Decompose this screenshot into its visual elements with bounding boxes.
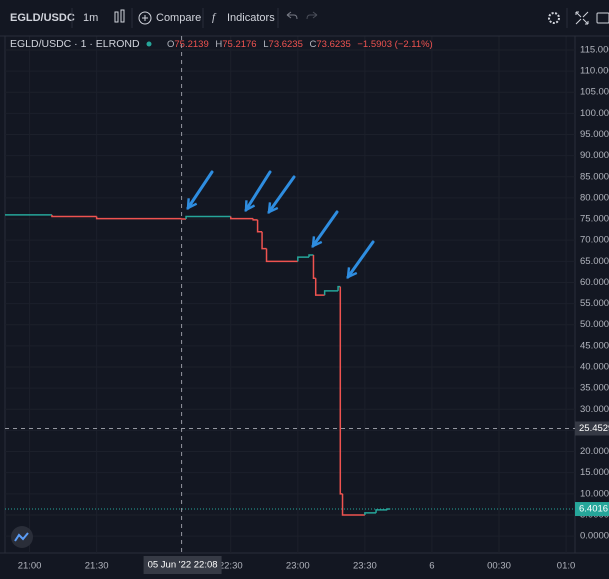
- ohlc-value: 73.6235: [269, 39, 303, 50]
- price-step: [314, 278, 325, 296]
- ohlc-key: C: [310, 39, 317, 50]
- annotation-arrows: [186, 170, 375, 279]
- compare-button[interactable]: Compare: [156, 12, 201, 24]
- price-step: [297, 256, 309, 262]
- arrow: [346, 240, 375, 279]
- last-price-badge: [575, 502, 609, 517]
- x-tick-label: 23:00: [286, 561, 310, 572]
- ohlc-legend: O75.2139 H75.2176 L73.6235 C73.6235 −1.5…: [167, 39, 433, 50]
- fullscreen-button[interactable]: [575, 11, 589, 25]
- y-tick-label: 80.0000: [580, 192, 609, 203]
- ohlc-key: L: [263, 39, 268, 50]
- y-tick-label: 45.0000: [580, 340, 609, 351]
- price-step: [256, 219, 263, 233]
- arrow: [311, 210, 339, 248]
- last-price-label: 6.4016: [579, 504, 608, 515]
- y-tick-label: 60.0000: [580, 277, 609, 288]
- crosshair-time-label: 05 Jun '22 22:08: [148, 560, 218, 571]
- chart-style-button[interactable]: [114, 9, 125, 23]
- snapshot-button[interactable]: [596, 12, 609, 24]
- indicators-icon: f: [212, 12, 217, 24]
- y-tick-label: 0.0000: [580, 531, 609, 542]
- x-tick-label: 00:30: [487, 561, 511, 572]
- price-step: [230, 216, 254, 220]
- price-step: [375, 509, 388, 513]
- price-step: [323, 290, 339, 296]
- price-step: [252, 218, 258, 221]
- y-tick-label: 10.0000: [580, 488, 609, 499]
- y-tick-label: 40.0000: [580, 362, 609, 373]
- price-step: [337, 285, 341, 291]
- y-tick-label: 90.0000: [580, 150, 609, 161]
- y-tick-label: 20.0000: [580, 446, 609, 457]
- price-step: [261, 231, 267, 250]
- interval-button[interactable]: 1m: [83, 12, 98, 24]
- overlay: 6.4016 25.4529 05 Jun '22 22:08: [5, 36, 609, 574]
- undo-button[interactable]: [286, 11, 298, 20]
- y-tick-label: 105.0000: [580, 87, 609, 98]
- arrow: [267, 175, 296, 214]
- crosshair-time-badge: [143, 556, 222, 574]
- x-tick-label: 23:30: [353, 561, 377, 572]
- price-step: [341, 493, 365, 516]
- price-step: [364, 512, 377, 515]
- crosshair-price-badge: [575, 421, 609, 436]
- compare-icon: [142, 15, 148, 21]
- y-tick-label: 55.0000: [580, 298, 609, 309]
- logo-icon: [14, 532, 29, 542]
- y-tick-label: 15.0000: [580, 467, 609, 478]
- compare-icon[interactable]: [138, 11, 152, 25]
- ohlc-key: O: [167, 39, 174, 50]
- y-tick-label: 35.0000: [580, 383, 609, 394]
- y-tick-label: 30.0000: [580, 404, 609, 415]
- x-tick-label: 01:0: [557, 561, 576, 572]
- arrow: [244, 170, 272, 213]
- price-change: −1.5903 (−2.11%): [357, 39, 432, 50]
- y-tick-label: 110.0000: [580, 66, 609, 77]
- toolbar: [0, 0, 609, 36]
- y-tick-label: 75.0000: [580, 214, 609, 225]
- market-status: [146, 41, 152, 47]
- price-step: [95, 216, 182, 220]
- indicators-button[interactable]: Indicators: [227, 12, 275, 24]
- x-tick-label: 6: [429, 561, 434, 572]
- price-step: [265, 248, 298, 263]
- grid: 0.00005.000010.000015.000020.000025.0000…: [0, 36, 609, 572]
- y-tick-label: 85.0000: [580, 171, 609, 182]
- y-tick-label: 95.0000: [580, 129, 609, 140]
- ohlc-value: 73.6235: [316, 39, 350, 50]
- price-step: [185, 215, 231, 220]
- x-tick-label: 21:30: [85, 561, 109, 572]
- symbol-button[interactable]: EGLD/USDC: [10, 12, 75, 24]
- x-tick-label: 21:00: [18, 561, 42, 572]
- x-tick-label: 22:30: [219, 561, 243, 572]
- y-tick-label: 50.0000: [580, 319, 609, 330]
- price-step: [51, 214, 97, 218]
- y-tick-label: 115.0000: [580, 44, 609, 55]
- plot: [5, 214, 391, 516]
- chart-title: EGLD/USDC · 1 · ELROND: [10, 38, 140, 50]
- price-step: [308, 254, 314, 258]
- arrow: [186, 170, 214, 211]
- y-tick-label: 70.0000: [580, 235, 609, 246]
- redo-button[interactable]: [306, 11, 318, 20]
- y-tick-label: 100.0000: [580, 108, 609, 119]
- crosshair-price-label: 25.4529: [579, 423, 609, 434]
- ohlc-key: H: [215, 39, 222, 50]
- y-tick-label: 65.0000: [580, 256, 609, 267]
- ohlc-value: 75.2176: [222, 39, 256, 50]
- settings-button[interactable]: [548, 12, 560, 24]
- ohlc-value: 75.2139: [174, 39, 208, 50]
